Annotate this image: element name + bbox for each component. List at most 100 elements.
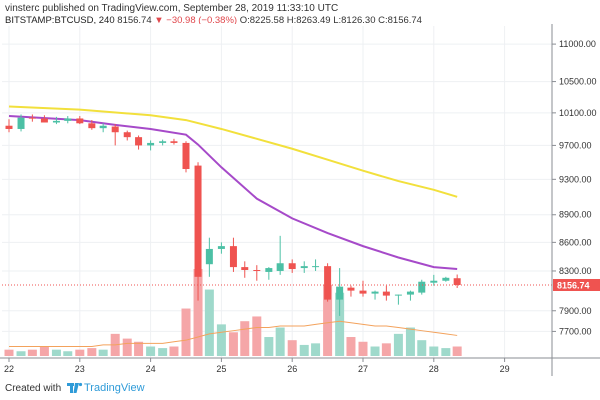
candle-body[interactable] (312, 266, 320, 268)
x-tick-label: 26 (287, 364, 297, 374)
volume-bar (417, 340, 427, 356)
candle-body[interactable] (111, 126, 119, 133)
candle-body[interactable] (371, 291, 379, 294)
price-change: ▼ −30.98 (−0.38%) (154, 15, 238, 26)
x-tick-label: 28 (429, 364, 439, 374)
volume-bar (158, 348, 168, 356)
chart-footer: Created with TradingView (0, 378, 600, 400)
volume-bar (204, 289, 214, 356)
volume-bar (75, 349, 85, 356)
candle-body[interactable] (99, 125, 107, 129)
candle-body[interactable] (430, 280, 438, 283)
volume-bar (87, 348, 97, 356)
volume-bar (27, 349, 37, 356)
volume-bar (39, 346, 49, 356)
candle-body[interactable] (229, 246, 237, 268)
last-price-text: 8156.74 (117, 15, 152, 26)
candle-body[interactable] (253, 270, 261, 272)
candle-body[interactable] (442, 277, 450, 281)
volume-bar (193, 269, 203, 356)
candle-body[interactable] (418, 281, 426, 293)
candle-body[interactable] (382, 291, 390, 296)
volume-bar (311, 343, 321, 356)
chart-area[interactable]: 11000.00 10500.00 10100.00 9700.00 9300.00 89… (0, 24, 600, 376)
candle-body[interactable] (123, 132, 131, 138)
candle-body[interactable] (205, 248, 213, 265)
candle-body[interactable] (64, 118, 72, 121)
x-tick-label: 23 (75, 364, 85, 374)
candle-body[interactable] (453, 278, 461, 285)
y-tick-label: 10100.00 (559, 108, 597, 118)
candle-body[interactable] (394, 294, 402, 296)
volume-bar (216, 324, 226, 356)
candle-body[interactable] (40, 118, 48, 123)
ma-slow-line (8, 105, 458, 198)
volume-bar (169, 346, 179, 356)
chart-header: vinsterc published on TradingView.com, S… (0, 0, 600, 26)
volume-bar (240, 321, 250, 356)
volume-bar (252, 316, 262, 356)
candle-body[interactable] (288, 263, 296, 270)
candle-body[interactable] (241, 267, 249, 271)
volume-bar (4, 349, 14, 356)
volume-ma-line (9, 320, 458, 348)
price-chart[interactable]: 11000.00 10500.00 10100.00 9700.00 9300.00 89… (0, 24, 600, 376)
y-tick-label: 8300.00 (559, 266, 592, 276)
x-tick-label: 29 (500, 364, 510, 374)
volume-bar (323, 284, 333, 356)
candle-body[interactable] (300, 266, 308, 269)
symbol-info: BITSTAMP:BTCUSD, 240 8156.74 ▼ −30.98 (−… (5, 15, 422, 26)
candle-body[interactable] (347, 287, 355, 291)
chart-background (0, 24, 600, 376)
volume-bar (63, 351, 73, 356)
tradingview-brand-link[interactable]: TradingView (84, 382, 145, 394)
tradingview-logo-icon[interactable] (67, 381, 83, 395)
candle-body[interactable] (276, 263, 284, 271)
volume-bar (122, 338, 132, 356)
volume-bar (358, 341, 368, 356)
y-tick-label: 8600.00 (559, 237, 592, 247)
candle-body[interactable] (170, 141, 178, 143)
candle-body[interactable] (88, 123, 96, 129)
candle-body[interactable] (324, 266, 332, 300)
candle-body[interactable] (147, 142, 155, 146)
y-tick-label: 8900.00 (559, 210, 592, 220)
volume-bar (381, 343, 391, 356)
volume-bar (299, 344, 309, 356)
volume-bar (98, 349, 108, 356)
volume-bar (429, 346, 439, 356)
candle-body[interactable] (5, 125, 13, 129)
volume-bar (335, 292, 345, 356)
y-tick-label: 7900.00 (559, 306, 592, 316)
symbol-label: BITSTAMP:BTCUSD, 240 (5, 15, 115, 26)
candle-body[interactable] (52, 120, 60, 123)
volume-bar (16, 351, 26, 356)
volume-bar (228, 332, 238, 356)
candle-body[interactable] (194, 165, 202, 277)
ohlc-values: O:8225.58 H:8263.49 L:8126.30 C:8156.74 (239, 15, 422, 26)
volume-bar (287, 340, 297, 356)
y-tick-label: 9700.00 (559, 140, 592, 150)
x-tick-label: 22 (4, 364, 14, 374)
candle-body[interactable] (336, 286, 344, 300)
y-tick-label: 9300.00 (559, 174, 592, 184)
candle-body[interactable] (217, 246, 225, 249)
volume-bar (134, 341, 144, 356)
volume-bar (51, 349, 61, 356)
created-with-label: Created with (5, 383, 62, 394)
candle-body[interactable] (406, 291, 414, 295)
volume-bar (452, 346, 462, 356)
candle-body[interactable] (265, 268, 273, 272)
volume-bar (275, 327, 285, 356)
candle-body[interactable] (28, 117, 36, 119)
candle-body[interactable] (135, 137, 143, 146)
volume-bar (441, 348, 451, 356)
candle-body[interactable] (17, 117, 25, 129)
candle-body[interactable] (76, 118, 84, 124)
volume-bar (405, 327, 415, 356)
volume-bar (370, 346, 380, 356)
candle-body[interactable] (182, 142, 190, 170)
volume-bar (393, 333, 403, 356)
candle-body[interactable] (359, 290, 367, 294)
candle-body[interactable] (159, 141, 167, 143)
